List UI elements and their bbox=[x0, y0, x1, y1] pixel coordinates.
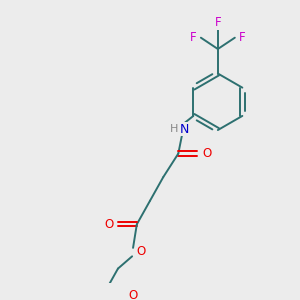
Text: O: O bbox=[136, 245, 145, 258]
Text: N: N bbox=[180, 123, 190, 136]
Text: F: F bbox=[239, 31, 246, 44]
Text: O: O bbox=[128, 290, 138, 300]
Text: O: O bbox=[202, 147, 211, 160]
Text: F: F bbox=[190, 31, 197, 44]
Text: F: F bbox=[214, 16, 221, 29]
Text: O: O bbox=[104, 218, 113, 231]
Text: H: H bbox=[170, 124, 179, 134]
